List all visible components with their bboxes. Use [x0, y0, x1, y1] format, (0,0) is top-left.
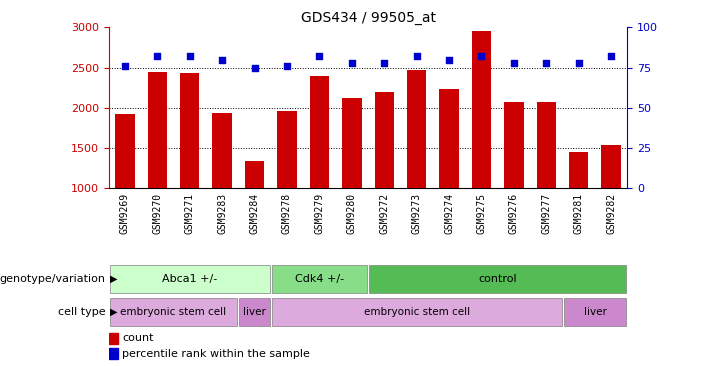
Text: GSM9284: GSM9284 [250, 193, 259, 234]
Text: embryonic stem cell: embryonic stem cell [121, 307, 226, 317]
Point [184, 53, 196, 59]
Bar [537, 101, 556, 188]
Point [606, 53, 617, 59]
Bar [272, 265, 367, 293]
Text: GSM9282: GSM9282 [606, 193, 616, 234]
Text: percentile rank within the sample: percentile rank within the sample [122, 349, 310, 359]
Text: Abca1 +/-: Abca1 +/- [162, 274, 217, 284]
Bar [342, 98, 362, 188]
Bar [310, 76, 329, 188]
Point [411, 53, 422, 59]
Bar [147, 72, 167, 188]
Point [540, 60, 552, 66]
Bar [407, 70, 426, 188]
Text: GSM9270: GSM9270 [152, 193, 163, 234]
Text: liver: liver [243, 307, 266, 317]
Bar [472, 31, 491, 188]
Bar [115, 115, 135, 188]
Bar [180, 73, 199, 188]
Point [346, 60, 358, 66]
Bar [278, 111, 297, 188]
Text: GSM9283: GSM9283 [217, 193, 227, 234]
Text: GSM9277: GSM9277 [541, 193, 552, 234]
Text: cell type: cell type [57, 307, 105, 317]
Point [508, 60, 519, 66]
Bar [109, 348, 118, 359]
Text: ▶: ▶ [110, 307, 118, 317]
Bar [109, 265, 270, 293]
Text: genotype/variation: genotype/variation [0, 274, 105, 284]
Text: GSM9271: GSM9271 [184, 193, 195, 234]
Point [573, 60, 585, 66]
Point [379, 60, 390, 66]
Bar [564, 298, 627, 326]
Point [281, 63, 292, 69]
Bar [374, 92, 394, 188]
Bar [109, 298, 238, 326]
Text: GSM9274: GSM9274 [444, 193, 454, 234]
Bar [569, 152, 589, 188]
Point [476, 53, 487, 59]
Text: GSM9278: GSM9278 [282, 193, 292, 234]
Title: GDS434 / 99505_at: GDS434 / 99505_at [301, 11, 435, 25]
Bar [601, 145, 621, 188]
Point [119, 63, 130, 69]
Text: Cdk4 +/-: Cdk4 +/- [295, 274, 344, 284]
Bar [245, 161, 264, 188]
Point [249, 65, 260, 71]
Bar [109, 333, 118, 344]
Bar [369, 265, 627, 293]
Bar [440, 89, 458, 188]
Bar [272, 298, 562, 326]
Text: GSM9280: GSM9280 [347, 193, 357, 234]
Bar [239, 298, 270, 326]
Text: GSM9275: GSM9275 [477, 193, 486, 234]
Text: count: count [122, 333, 154, 343]
Point [217, 57, 228, 63]
Text: GSM9276: GSM9276 [509, 193, 519, 234]
Text: embryonic stem cell: embryonic stem cell [364, 307, 470, 317]
Text: GSM9273: GSM9273 [411, 193, 422, 234]
Text: GSM9272: GSM9272 [379, 193, 389, 234]
Text: ▶: ▶ [110, 274, 118, 284]
Text: control: control [478, 274, 517, 284]
Text: GSM9279: GSM9279 [314, 193, 325, 234]
Point [314, 53, 325, 59]
Text: GSM9281: GSM9281 [573, 193, 584, 234]
Point [151, 53, 163, 59]
Text: liver: liver [583, 307, 606, 317]
Bar [504, 101, 524, 188]
Bar [212, 113, 232, 188]
Text: GSM9269: GSM9269 [120, 193, 130, 234]
Point [444, 57, 455, 63]
